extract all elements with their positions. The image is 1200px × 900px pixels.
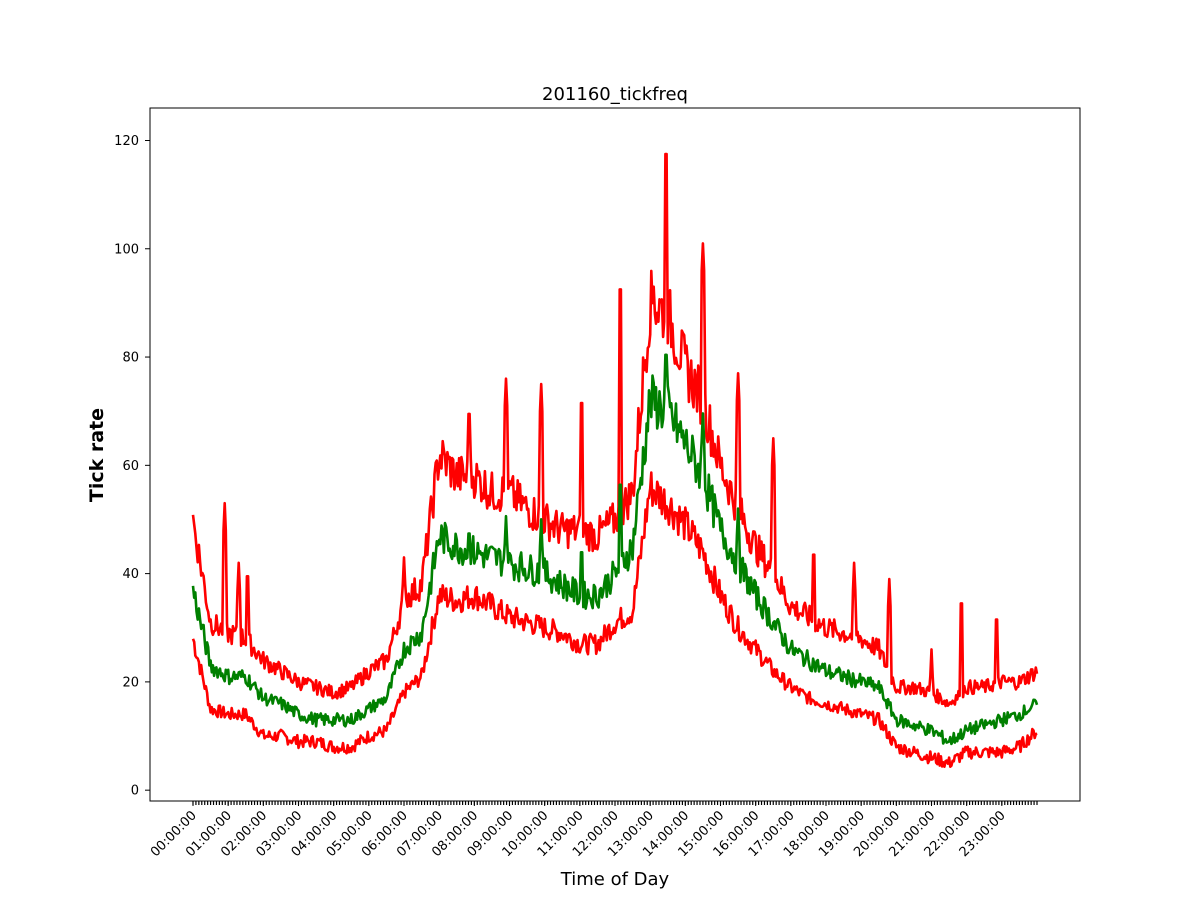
- x-axis-label: Time of Day: [560, 869, 670, 890]
- series-line-red-upper: [191, 152, 1039, 708]
- y-axis-label: Tick rate: [86, 408, 108, 502]
- y-tick-label: 80: [122, 351, 139, 366]
- y-axis-ticks: 0 20 40 60 80 100 120: [114, 134, 150, 799]
- y-tick-label: 20: [122, 675, 139, 690]
- y-tick-label: 40: [122, 567, 139, 582]
- series-line-red-lower: [191, 471, 1038, 769]
- y-tick-label: 100: [114, 242, 139, 257]
- y-tick-label: 60: [122, 459, 139, 474]
- plot-area-frame: [149, 107, 1081, 802]
- chart-title: 201160_tickfreq: [542, 84, 688, 105]
- x-minor-tick-band: [192, 801, 1038, 805]
- series-layer: [191, 152, 1039, 769]
- y-tick-label: 0: [131, 784, 139, 799]
- y-tick-label: 120: [114, 134, 139, 149]
- series-line-green-middle: [191, 353, 1039, 746]
